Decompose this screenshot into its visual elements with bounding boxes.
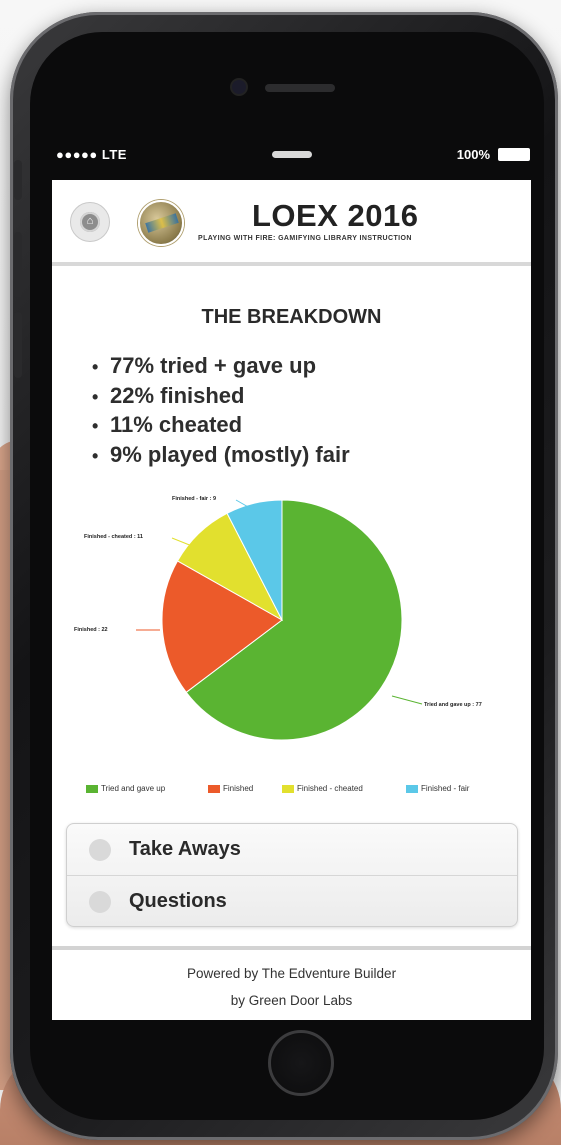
chart-legend: Tried and gave up Finished Finished - chea… <box>86 784 526 798</box>
list-item: • 11% cheated <box>92 412 243 437</box>
pie-slice-label: Tried and gave up : 77 <box>424 702 482 708</box>
plus-circle-icon <box>89 891 111 913</box>
page-title: LOEX 2016 <box>252 198 419 233</box>
app-header: ⌂ LOEX 2016 PLAYING WITH FIRE: GAMIFYING… <box>52 180 531 266</box>
legend-swatch <box>282 784 294 793</box>
footer-credit: by Green Door Labs <box>230 993 353 1008</box>
carrier-signal: ●●●●● LTE <box>56 147 127 162</box>
footer-divider <box>52 946 531 950</box>
legend-label: Finished - cheated <box>297 784 363 793</box>
pie-slice-tried-and-gave-up <box>185 499 403 741</box>
page-subtitle: PLAYING WITH FIRE: GAMIFYING LIBRARY INS… <box>198 235 412 242</box>
list-item: • 22% finished <box>92 382 245 408</box>
list-item: • 9% played (mostly) fair <box>92 441 350 467</box>
hardware-home-button[interactable] <box>268 1030 334 1096</box>
collapsible-label: Questions <box>129 890 227 912</box>
home-icon <box>80 212 100 232</box>
legend-swatch <box>406 784 418 793</box>
app-screen: ⌂ LOEX 2016 PLAYING WITH FIRE: GAMIFYING… <box>52 180 531 1020</box>
legend-swatch <box>208 784 220 793</box>
pie-slice-finished <box>161 560 283 694</box>
pie-slice-label: Finished - fair : 9 <box>172 496 216 502</box>
collapsible-set: Take Aways Questions <box>66 823 518 927</box>
legend-item: Finished - fair <box>406 784 469 793</box>
list-item: • 77% tried + gave up <box>92 353 317 378</box>
collapsible-questions[interactable]: Questions <box>67 876 517 926</box>
legend-item: Finished - cheated <box>282 784 363 793</box>
home-button[interactable]: ⌂ <box>70 202 110 242</box>
pie-slice-finished-fair <box>226 499 283 621</box>
volume-down-button <box>14 312 22 378</box>
status-bar-pill <box>272 151 312 158</box>
plus-circle-icon <box>89 839 111 861</box>
footer: Powered by The Edventure Builder by Gree… <box>52 960 531 1014</box>
home-glyph: ⌂ <box>86 215 94 227</box>
legend-swatch <box>86 784 98 793</box>
pie-label-leader <box>235 499 251 509</box>
legend-label: Tried and gave up <box>101 784 166 793</box>
footer-powered-by: Powered by The Edventure Builder <box>186 966 397 981</box>
collapsible-take-aways[interactable]: Take Aways <box>67 824 517 876</box>
pie-chart: Tried and gave up : 77 Finished : 22 Finis… <box>74 496 482 741</box>
legend-label: Finished - fair <box>421 784 470 793</box>
pie-slice-label: Finished : 22 <box>74 627 108 633</box>
legend-item: Finished <box>208 784 253 793</box>
legend-label: Finished <box>223 784 254 793</box>
pie-label-leader <box>391 695 423 705</box>
status-bar: ●●●●● LTE 100% <box>52 142 534 168</box>
front-camera <box>232 80 246 94</box>
breakdown-list: • 77% tried + gave up • 22% finished • 11% … <box>92 352 350 470</box>
collapsible-label: Take Aways <box>129 838 241 860</box>
section-title: THE BREAKDOWN <box>201 306 382 328</box>
battery-icon <box>498 148 530 161</box>
game-logo <box>138 200 184 246</box>
pie-label-leader <box>171 537 193 547</box>
volume-up-button <box>14 232 22 298</box>
battery-percent: 100% <box>456 147 490 162</box>
pie-slice-label: Finished - cheated : 11 <box>84 534 143 540</box>
earpiece-speaker <box>265 84 335 92</box>
mute-switch <box>14 160 22 200</box>
legend-item: Tried and gave up <box>86 784 165 793</box>
